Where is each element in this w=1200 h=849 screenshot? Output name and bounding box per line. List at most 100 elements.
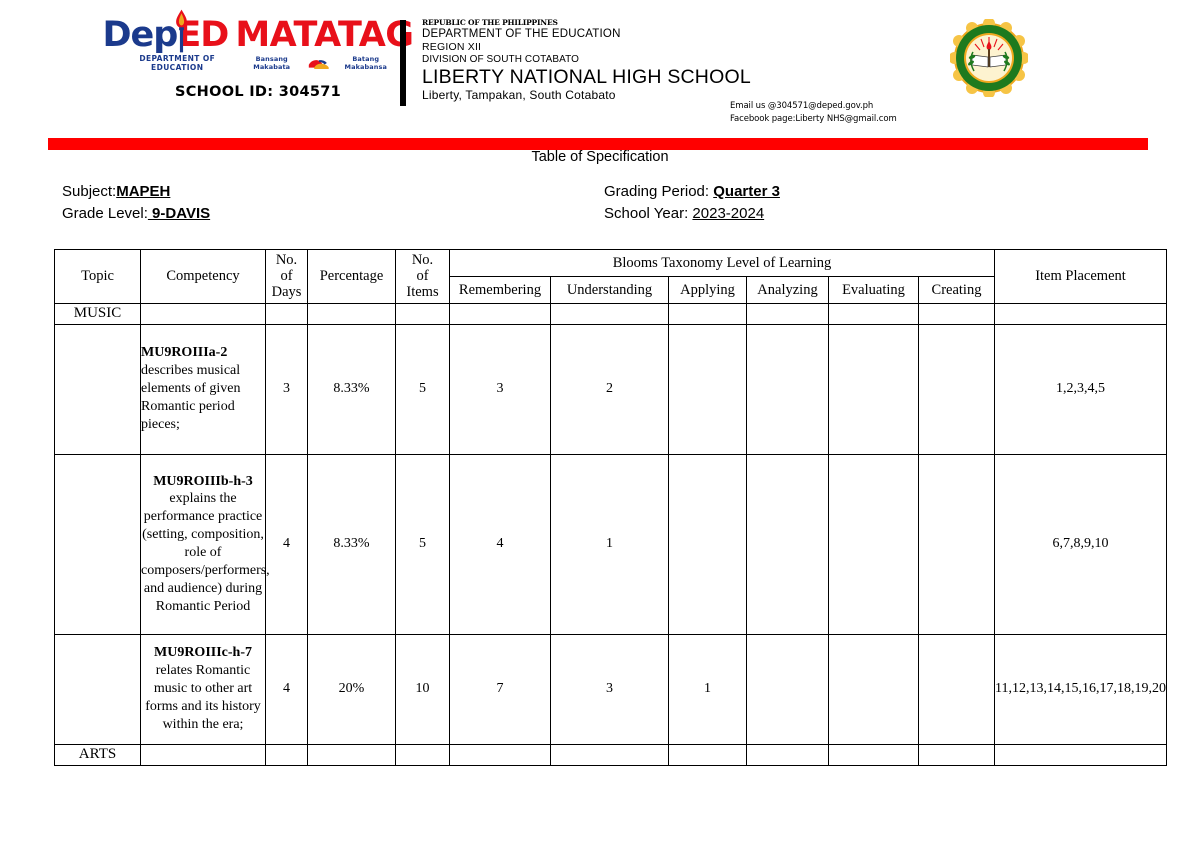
matatag-text: MATATAG bbox=[235, 15, 414, 55]
deped-matatag-logo: Dep ED MATATAG DEPARTMENT OF EDUCATION B… bbox=[102, 9, 414, 100]
grading-period-value: Quarter 3 bbox=[713, 183, 780, 200]
grade-row: Grade Level: 9-DAVIS bbox=[62, 203, 210, 225]
topic-cell-empty bbox=[54, 453, 141, 635]
document-meta: Subject:MAPEH Grade Level: 9-DAVIS Gradi… bbox=[0, 181, 1200, 227]
creating-cell bbox=[918, 453, 995, 635]
division-line: DIVISION OF SOUTH COTABATO bbox=[422, 53, 580, 65]
item-placement-cell: 6,7,8,9,10 bbox=[994, 453, 1167, 635]
th-days-l3: Days bbox=[271, 284, 302, 301]
competency-description: explains the performance practice (setti… bbox=[141, 491, 270, 614]
th-topic: Topic bbox=[54, 249, 141, 304]
letterhead: Dep ED MATATAG DEPARTMENT OF EDUCATION B… bbox=[0, 0, 1200, 150]
competency-code: MU9ROIIIc-h-7 bbox=[154, 645, 252, 661]
th-evaluating: Evaluating bbox=[828, 275, 919, 304]
torch-icon bbox=[176, 9, 187, 53]
topic-label: MUSIC bbox=[54, 302, 141, 325]
table-row: MU9ROIIIc-h-7 relates Romantic music to o… bbox=[54, 633, 1167, 745]
item-placement-cell: 1,2,3,4,5 bbox=[994, 323, 1167, 455]
applying-cell bbox=[668, 323, 747, 455]
school-year-label: School Year: bbox=[604, 204, 689, 222]
meta-left-column: Subject:MAPEH Grade Level: 9-DAVIS bbox=[62, 181, 210, 225]
th-percentage: Percentage bbox=[307, 249, 396, 304]
table-topic-row: ARTS bbox=[54, 743, 1167, 766]
grade-label: Grade Level: bbox=[62, 204, 148, 222]
deped-tagline: DEPARTMENT OF EDUCATION bbox=[139, 54, 216, 72]
header-vertical-divider bbox=[400, 20, 406, 106]
empty-cell bbox=[828, 743, 919, 766]
empty-cell bbox=[994, 302, 1167, 325]
grading-period-label: Grading Period: bbox=[604, 183, 710, 200]
evaluating-cell bbox=[828, 633, 919, 745]
deped-dep-text: Dep bbox=[102, 15, 178, 55]
th-creating: Creating bbox=[918, 275, 995, 304]
th-applying: Applying bbox=[668, 275, 747, 304]
republic-line: REPUBLIC OF THE PHILIPPINES bbox=[422, 18, 558, 27]
subject-row: Subject:MAPEH bbox=[62, 181, 210, 203]
empty-cell bbox=[918, 302, 995, 325]
th-no-of-days: No. of Days bbox=[265, 249, 308, 304]
table-topic-row: MUSIC bbox=[54, 302, 1167, 325]
table-body: MUSIC MU9ROIIIa-2 describes musical elemen… bbox=[54, 302, 1167, 766]
table-row: MU9ROIIIb-h-3 explains the performance pr… bbox=[54, 453, 1167, 635]
th-item-placement: Item Placement bbox=[994, 249, 1167, 304]
table-row: MU9ROIIIa-2 describes musical elements of… bbox=[54, 323, 1167, 455]
topic-label: ARTS bbox=[54, 743, 141, 766]
empty-cell bbox=[668, 743, 747, 766]
empty-cell bbox=[668, 302, 747, 325]
school-id-text: SCHOOL ID: 304571 bbox=[174, 84, 342, 100]
empty-cell bbox=[307, 743, 396, 766]
empty-cell bbox=[265, 743, 308, 766]
contact-block: Email us @304571@deped.gov.ph Facebook p… bbox=[730, 100, 897, 126]
empty-cell bbox=[550, 302, 669, 325]
days-cell: 3 bbox=[265, 323, 308, 455]
item-placement-cell: 11,12,13,14,15,16,17,18,19,20 bbox=[994, 633, 1167, 745]
empty-cell bbox=[746, 302, 829, 325]
deped-logo-wordmark: Dep ED MATATAG bbox=[102, 9, 414, 53]
competency-code: MU9ROIIIb-h-3 bbox=[153, 473, 253, 489]
items-cell: 10 bbox=[395, 633, 450, 745]
subject-value: MAPEH bbox=[116, 183, 171, 200]
percentage-cell: 8.33% bbox=[307, 453, 396, 635]
school-seal-logo bbox=[950, 19, 1028, 97]
percentage-cell: 8.33% bbox=[307, 323, 396, 455]
applying-cell: 1 bbox=[668, 633, 747, 745]
th-no-of-items: No. of Items bbox=[395, 249, 450, 304]
applying-cell bbox=[668, 453, 747, 635]
clasped-hands-icon bbox=[308, 59, 329, 69]
table-header-row-1: Topic Competency No. of Days Percentage … bbox=[54, 249, 1167, 304]
days-cell: 4 bbox=[265, 633, 308, 745]
empty-cell bbox=[395, 743, 450, 766]
logo-taglines: DEPARTMENT OF EDUCATION Bansang Makabata… bbox=[118, 54, 398, 72]
creating-cell bbox=[918, 323, 995, 455]
th-days-l1: No. bbox=[275, 252, 298, 268]
th-items-l1: No. bbox=[411, 252, 434, 268]
evaluating-cell bbox=[828, 453, 919, 635]
table-of-specification: Topic Competency No. of Days Percentage … bbox=[54, 249, 1167, 766]
facebook-line: Facebook page:Liberty NHS@gmail.com bbox=[730, 114, 897, 125]
th-items-l2: of bbox=[416, 268, 429, 285]
th-analyzing: Analyzing bbox=[746, 275, 829, 304]
empty-cell bbox=[828, 302, 919, 325]
remembering-cell: 7 bbox=[449, 633, 551, 745]
th-blooms-group: Blooms Taxonomy Level of Learning bbox=[449, 249, 995, 277]
matatag-tagline-right: Batang Makabansa bbox=[344, 55, 387, 71]
empty-cell bbox=[746, 743, 829, 766]
understanding-cell: 1 bbox=[550, 453, 669, 635]
department-line: DEPARTMENT OF THE EDUCATION bbox=[422, 27, 621, 40]
school-year-value: 2023-2024 bbox=[692, 204, 765, 222]
days-cell: 4 bbox=[265, 453, 308, 635]
empty-cell bbox=[449, 302, 551, 325]
empty-cell bbox=[994, 743, 1167, 766]
remembering-cell: 4 bbox=[449, 453, 551, 635]
meta-right-column: Grading Period: Quarter 3 School Year: 2… bbox=[604, 181, 780, 225]
th-remembering: Remembering bbox=[449, 275, 551, 304]
empty-cell bbox=[265, 302, 308, 325]
competency-cell: MU9ROIIIb-h-3 explains the performance pr… bbox=[140, 453, 270, 635]
empty-cell bbox=[449, 743, 551, 766]
competency-cell: MU9ROIIIc-h-7 relates Romantic music to o… bbox=[140, 633, 266, 745]
empty-cell bbox=[550, 743, 669, 766]
grade-value: 9-DAVIS bbox=[147, 204, 211, 222]
empty-cell bbox=[140, 743, 266, 766]
empty-cell bbox=[140, 302, 266, 325]
tos-table-wrapper: Topic Competency No. of Days Percentage … bbox=[0, 249, 1200, 766]
